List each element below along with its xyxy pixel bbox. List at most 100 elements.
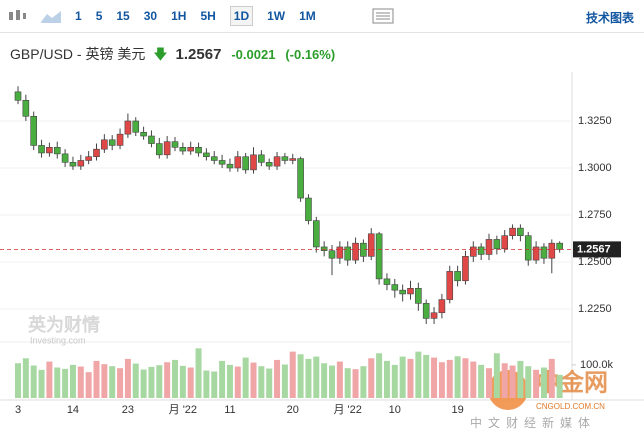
candle-body (305, 197, 312, 221)
candle-body (501, 235, 509, 250)
candle-body (148, 135, 155, 144)
candle-body (383, 278, 391, 285)
volume-bar (179, 365, 186, 398)
volume-bar (226, 364, 233, 398)
candle-body (93, 148, 100, 158)
volume-bar (517, 360, 524, 398)
interval-button[interactable]: 1D (229, 6, 254, 26)
candle-body (116, 133, 124, 146)
x-tick-label: 11 (224, 404, 235, 416)
candle-body (477, 246, 485, 255)
volume-bar (423, 354, 430, 398)
volume-bar (274, 359, 281, 398)
tech-chart-link[interactable]: 技术图表 (585, 11, 634, 25)
watermark: 中金网 (536, 368, 608, 396)
y-tick-label: 1.2250 (578, 303, 612, 315)
candle-body (462, 256, 469, 282)
table-icon[interactable] (372, 8, 394, 24)
interval-button[interactable]: 1W (267, 9, 286, 23)
candle-body (242, 156, 249, 171)
interval-button[interactable]: 15 (116, 9, 130, 23)
last-price-label: 1.2567 (577, 243, 611, 255)
volume-bar (77, 366, 84, 398)
x-tick-label: 3 (15, 404, 21, 416)
candle-body (360, 242, 367, 257)
candle-body (14, 91, 22, 101)
candle-body (422, 303, 430, 319)
volume-bar (321, 363, 328, 398)
candle-body (203, 152, 210, 158)
volume-bar (415, 351, 422, 398)
x-tick-label: 19 (451, 404, 463, 416)
watermark: Investing.com (30, 335, 86, 345)
interval-button[interactable]: 1H (171, 9, 187, 23)
candle-body (22, 100, 30, 117)
interval-group: 1 5 15 30 1H 5H 1D 1W 1M (68, 6, 323, 26)
volume-bar (258, 366, 265, 398)
volume-bar (219, 360, 226, 398)
candle-body (328, 250, 336, 259)
candle-body (556, 242, 563, 250)
volume-tick-label: 100.0k (580, 359, 614, 371)
candle-body (258, 154, 265, 163)
volume-bar (360, 366, 367, 398)
area-icon[interactable] (40, 8, 62, 24)
candle-body (297, 158, 304, 199)
candle-body (312, 220, 320, 248)
watermark: 中文财经新媒体 (470, 415, 596, 430)
candle-body (336, 246, 344, 259)
candle-body (415, 288, 422, 304)
candle-body (187, 147, 194, 152)
candle-body (140, 131, 147, 137)
volume-bar (234, 366, 241, 398)
volume-bar (525, 366, 532, 398)
volume-bar (101, 364, 108, 398)
volume-bar (313, 356, 320, 398)
candle-body (108, 139, 116, 146)
volume-bar (62, 368, 69, 398)
interval-button[interactable]: 1M (299, 9, 316, 23)
volume-bar (38, 369, 45, 398)
down-arrow: 🡇 (153, 46, 168, 62)
volume-bar (15, 363, 21, 398)
interval-button[interactable]: 5 (95, 9, 103, 23)
volume-bar (124, 358, 131, 398)
volume-bar (164, 362, 171, 398)
candle-body (250, 154, 257, 171)
header: GBP/USD - 英镑 美元 🡇 1.2567 -0.0021 (-0.16%… (10, 44, 335, 68)
volume-bar (22, 358, 29, 398)
y-tick-label: 1.3250 (578, 115, 612, 127)
candle-body (320, 246, 328, 252)
candle-body (234, 156, 242, 169)
change-pct: (-0.16%) (285, 47, 336, 62)
volume-bar (172, 359, 178, 398)
candle-body (163, 141, 171, 156)
candle-icon[interactable] (6, 8, 28, 24)
candle-body (124, 120, 132, 135)
interval-button[interactable]: 30 (143, 9, 158, 23)
volume-bar (344, 368, 351, 398)
candle-body (179, 147, 187, 152)
candle-body (548, 242, 556, 259)
candle-body (532, 246, 540, 261)
volume-bar (93, 360, 100, 398)
x-tick-label: 14 (67, 404, 79, 416)
candle-body (375, 233, 383, 280)
candle-body (53, 147, 61, 155)
last-price-box (573, 241, 621, 258)
interval-button[interactable]: 1 (75, 9, 82, 23)
candle-body (38, 145, 45, 154)
candle-body (454, 271, 461, 282)
volume-bar (266, 368, 273, 398)
x-tick-label: 20 (287, 404, 299, 416)
interval-button[interactable]: 5H (200, 9, 216, 23)
volume-bar (187, 367, 194, 398)
candle-body (509, 227, 516, 236)
candle-body (517, 227, 524, 236)
change: -0.0021 (231, 47, 276, 62)
volume-bar (156, 365, 163, 398)
x-tick-label: 月 '22 (333, 404, 361, 416)
price: 1.2567 (175, 46, 222, 63)
volume-bar (211, 371, 218, 398)
